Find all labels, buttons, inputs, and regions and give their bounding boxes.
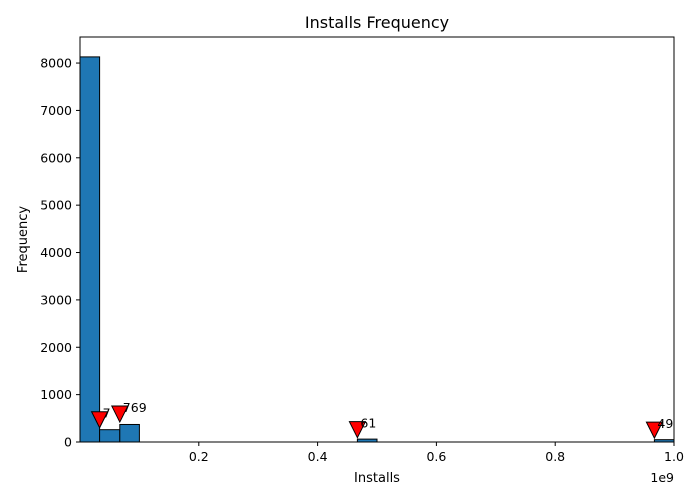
- y-tick-label-1: 1000: [40, 387, 72, 402]
- y-axis-ticks: 0 1000 2000 3000 4000 5000 6000 7000 8000: [40, 56, 80, 450]
- y-tick-label-5: 5000: [40, 198, 72, 213]
- annotation-label-0: 7: [103, 406, 111, 421]
- x-axis-offset-label: 1e9: [650, 470, 674, 485]
- y-tick-label-7: 7000: [40, 103, 72, 118]
- annotation-label-3: 49: [657, 416, 673, 431]
- y-tick-label-8: 8000: [40, 56, 72, 71]
- plot-frame: [79, 36, 675, 443]
- annotation-marker-2: [348, 421, 367, 439]
- bars-layer: [79, 56, 675, 443]
- chart-title: Installs Frequency: [305, 13, 449, 32]
- annotations-layer: 7 769 61 49: [90, 400, 673, 440]
- y-tick-label-2: 2000: [40, 340, 72, 355]
- annotation-marker-0: [90, 411, 109, 429]
- x-axis-label: Installs: [354, 471, 400, 486]
- x-axis-ticks: 0.2 0.4 0.6 0.8 1.0: [189, 442, 684, 464]
- annotation-marker-1: [110, 405, 129, 424]
- y-tick-label-6: 6000: [40, 150, 72, 165]
- histogram-bar-1: [99, 429, 121, 443]
- y-tick-label-4: 4000: [40, 245, 72, 260]
- x-tick-label-1: 0.4: [308, 449, 328, 464]
- x-tick-label-2: 0.6: [426, 449, 446, 464]
- annotation-label-1: 769: [123, 400, 147, 415]
- y-axis-label: Frequency: [16, 206, 31, 273]
- y-tick-label-0: 0: [64, 435, 72, 450]
- y-tick-label-3: 3000: [40, 292, 72, 307]
- x-tick-label-3: 0.8: [545, 449, 565, 464]
- x-tick-label-0: 0.2: [189, 449, 209, 464]
- annotation-marker-3: [645, 421, 664, 440]
- histogram-bar-0: [79, 56, 101, 443]
- histogram-bar-2: [119, 423, 140, 443]
- x-tick-label-4: 1.0: [664, 449, 684, 464]
- annotation-label-2: 61: [360, 416, 376, 431]
